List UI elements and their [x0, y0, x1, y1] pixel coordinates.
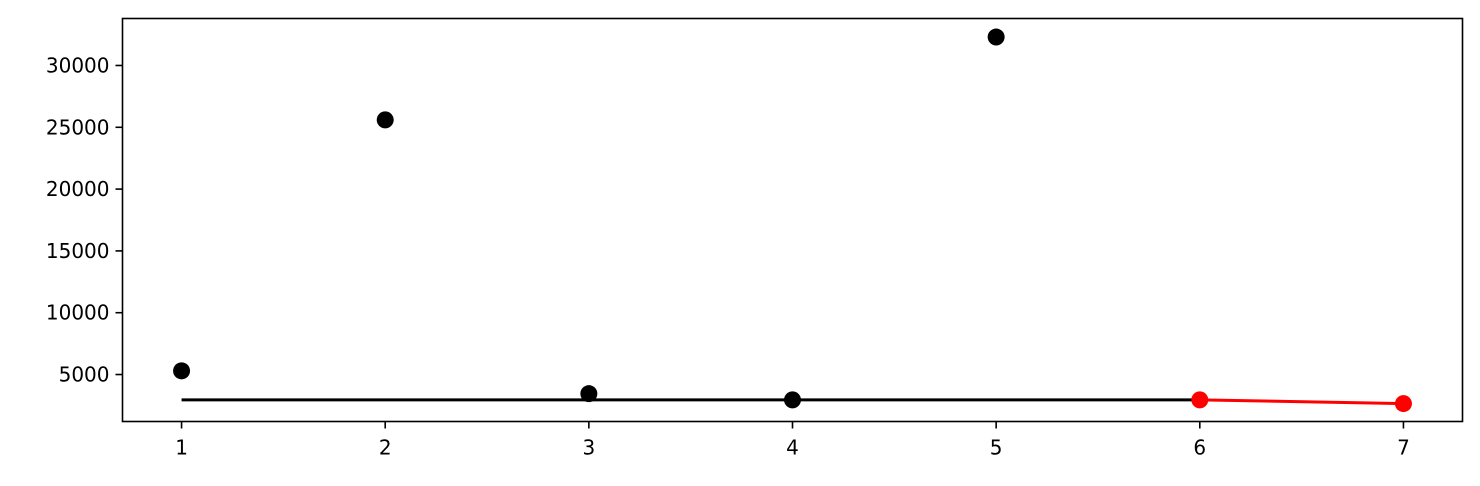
- plot-frame: [121, 17, 1464, 423]
- y-tick-label: 5000: [59, 363, 110, 387]
- x-tick-label: 2: [379, 436, 392, 460]
- scatter-point: [173, 362, 191, 380]
- red-series-point: [1191, 391, 1209, 409]
- x-tick-label: 1: [175, 436, 188, 460]
- y-tick-label: 30000: [46, 53, 110, 77]
- x-axis: 1 2 3 4 5 6 7: [175, 421, 1410, 460]
- y-tick-label: 25000: [46, 115, 110, 139]
- x-tick-label: 5: [990, 436, 1003, 460]
- x-tick-label: 4: [786, 436, 799, 460]
- y-tick-label: 20000: [46, 177, 110, 201]
- scatter-point: [580, 385, 598, 403]
- x-tick-label: 7: [1397, 436, 1410, 460]
- y-tick-label: 10000: [46, 301, 110, 325]
- x-tick-label: 3: [582, 436, 595, 460]
- scatter-point: [376, 111, 394, 129]
- y-tick-label: 15000: [46, 239, 110, 263]
- scatter-point: [784, 391, 801, 409]
- y-axis: 5000 10000 15000 20000 25000 30000: [46, 53, 123, 387]
- x-tick-label: 6: [1193, 436, 1206, 460]
- red-series-point: [1394, 395, 1412, 413]
- scatter-point: [987, 28, 1005, 46]
- plot-series: [173, 28, 1412, 413]
- red-series-line: [1199, 398, 1404, 406]
